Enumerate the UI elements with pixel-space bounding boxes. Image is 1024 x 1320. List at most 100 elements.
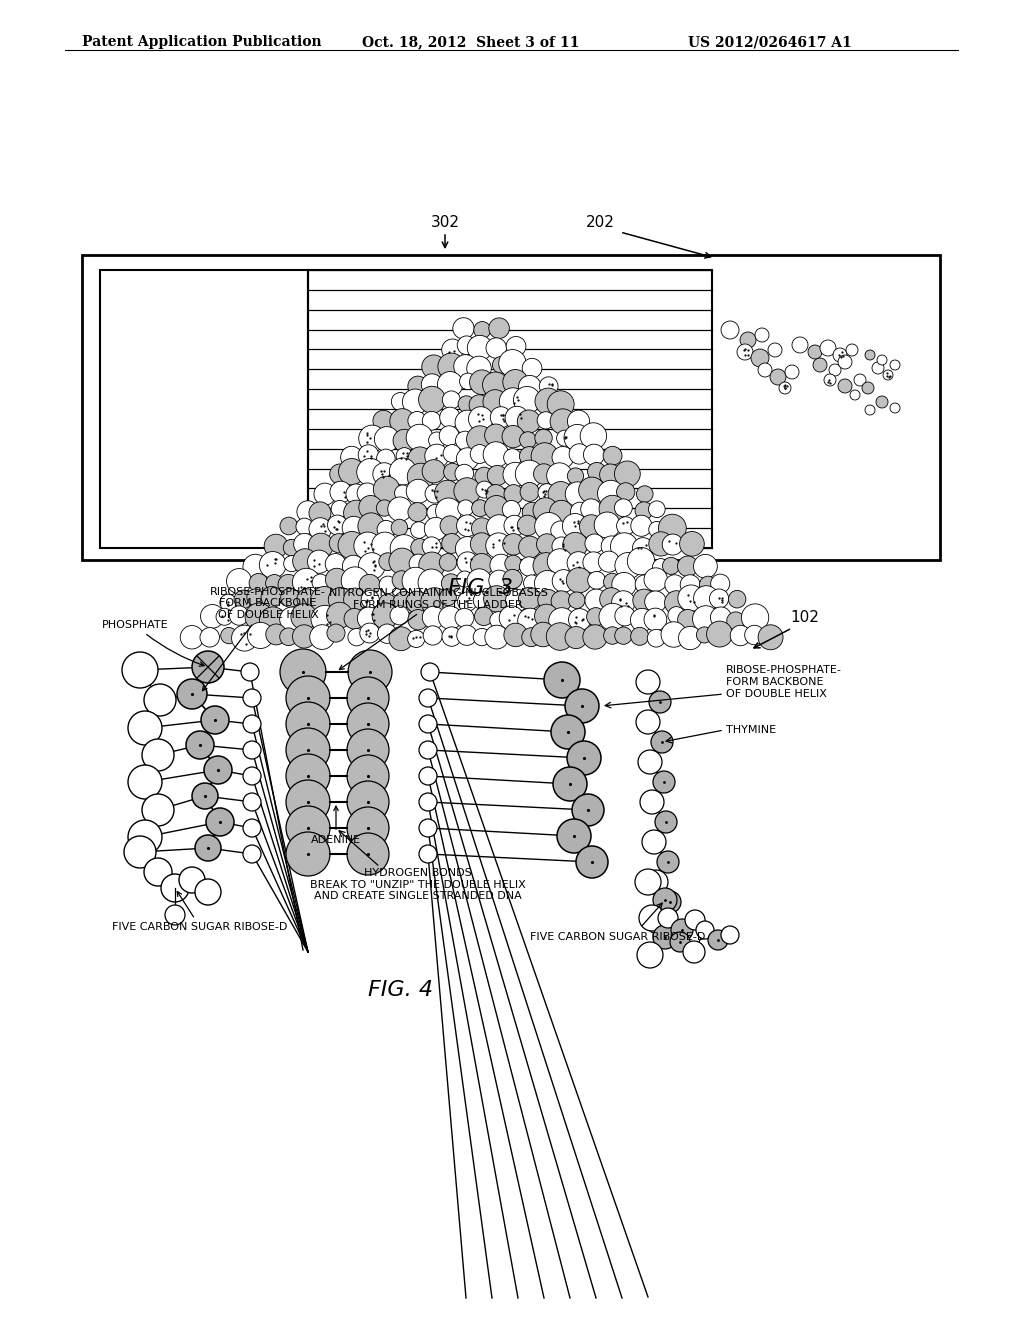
Circle shape	[693, 586, 719, 611]
Circle shape	[653, 888, 677, 912]
Circle shape	[407, 424, 433, 451]
Circle shape	[454, 478, 480, 504]
Circle shape	[833, 348, 847, 362]
Circle shape	[441, 339, 463, 360]
Circle shape	[482, 372, 508, 397]
Circle shape	[243, 715, 261, 733]
Circle shape	[294, 533, 315, 554]
Circle shape	[696, 627, 713, 643]
Circle shape	[195, 836, 221, 861]
Circle shape	[377, 500, 393, 516]
Circle shape	[517, 411, 541, 433]
Circle shape	[309, 517, 332, 540]
Circle shape	[846, 345, 858, 356]
Circle shape	[865, 405, 874, 414]
Circle shape	[280, 607, 304, 632]
Circle shape	[422, 355, 445, 379]
Circle shape	[308, 533, 333, 558]
Circle shape	[296, 519, 313, 535]
Circle shape	[570, 502, 590, 521]
Circle shape	[427, 504, 443, 521]
Text: FIVE CARBON SUGAR RIBOSE-D: FIVE CARBON SUGAR RIBOSE-D	[113, 891, 288, 932]
Circle shape	[347, 704, 389, 744]
Circle shape	[552, 570, 574, 593]
Circle shape	[454, 355, 477, 379]
Circle shape	[216, 609, 233, 626]
Circle shape	[493, 356, 509, 374]
Circle shape	[503, 533, 524, 556]
Circle shape	[637, 942, 663, 968]
Circle shape	[568, 609, 591, 631]
Circle shape	[314, 483, 336, 506]
Circle shape	[122, 652, 158, 688]
Circle shape	[348, 628, 366, 645]
Circle shape	[220, 594, 237, 611]
Circle shape	[639, 906, 665, 931]
Circle shape	[265, 574, 283, 593]
Circle shape	[483, 442, 509, 467]
Circle shape	[411, 539, 429, 556]
Circle shape	[390, 606, 410, 624]
Circle shape	[177, 678, 207, 709]
Circle shape	[356, 458, 384, 486]
Circle shape	[490, 407, 511, 428]
Circle shape	[309, 502, 331, 524]
Text: THYMINE: THYMINE	[726, 725, 776, 735]
Circle shape	[611, 591, 635, 614]
Circle shape	[708, 931, 728, 950]
Circle shape	[390, 409, 415, 433]
Circle shape	[439, 553, 457, 572]
Circle shape	[347, 833, 389, 875]
Circle shape	[457, 552, 478, 573]
Text: FIG. 4: FIG. 4	[368, 979, 432, 1001]
Circle shape	[678, 556, 698, 577]
Circle shape	[439, 407, 461, 428]
Circle shape	[458, 591, 477, 611]
Circle shape	[538, 590, 558, 610]
Circle shape	[435, 498, 462, 524]
Circle shape	[518, 609, 543, 634]
Circle shape	[457, 515, 478, 536]
Circle shape	[600, 587, 623, 611]
Circle shape	[392, 570, 411, 590]
Circle shape	[161, 874, 189, 902]
Circle shape	[519, 446, 539, 466]
Circle shape	[434, 480, 460, 506]
Circle shape	[504, 484, 523, 504]
Text: RIBOSE-PHOSPHATE-
FORM BACKBONE
OF DOUBLE HELIX: RIBOSE-PHOSPHATE- FORM BACKBONE OF DOUBL…	[726, 665, 842, 698]
Circle shape	[567, 411, 590, 433]
Circle shape	[248, 622, 273, 648]
Circle shape	[550, 500, 573, 524]
Circle shape	[603, 573, 621, 590]
Circle shape	[471, 517, 493, 539]
Circle shape	[644, 568, 668, 591]
Circle shape	[597, 480, 624, 507]
Circle shape	[549, 607, 574, 634]
Circle shape	[616, 516, 635, 535]
Circle shape	[278, 574, 299, 595]
Circle shape	[393, 429, 416, 451]
Circle shape	[201, 605, 224, 628]
Circle shape	[344, 587, 367, 611]
Circle shape	[614, 606, 635, 626]
Circle shape	[358, 553, 385, 579]
Circle shape	[329, 587, 352, 611]
Circle shape	[603, 627, 622, 644]
Circle shape	[531, 442, 558, 470]
Circle shape	[599, 603, 627, 631]
Circle shape	[310, 586, 338, 615]
Text: Oct. 18, 2012  Sheet 3 of 11: Oct. 18, 2012 Sheet 3 of 11	[362, 36, 580, 49]
Circle shape	[721, 927, 739, 944]
Circle shape	[388, 496, 412, 521]
Circle shape	[658, 908, 678, 928]
Circle shape	[396, 447, 413, 465]
Circle shape	[628, 548, 654, 574]
Circle shape	[467, 356, 492, 380]
Circle shape	[311, 606, 339, 632]
Circle shape	[457, 447, 478, 470]
Circle shape	[649, 521, 665, 537]
Circle shape	[770, 370, 786, 385]
Circle shape	[652, 558, 669, 576]
Circle shape	[391, 519, 408, 536]
Circle shape	[557, 430, 572, 446]
